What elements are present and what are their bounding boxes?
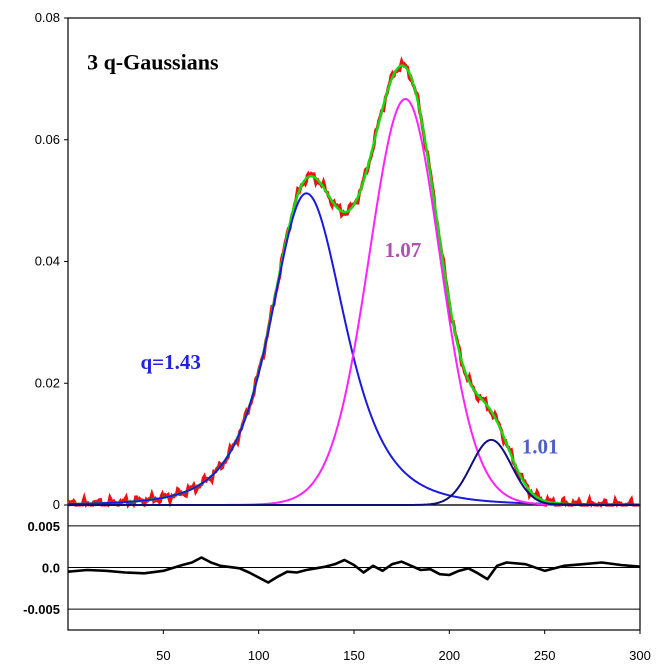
x-tick-label: 250	[534, 648, 556, 663]
x-axis: 50 100 150 200 250 300	[156, 630, 651, 663]
x-tick-label: 200	[438, 648, 460, 663]
residual-curve	[67, 556, 641, 584]
main-plot-area	[67, 17, 641, 506]
y-tick-label: 0.06	[35, 132, 60, 147]
residual-tick-label: 0.005	[27, 519, 60, 534]
annotations: 3 q-Gaussians q=1.43 1.07 1.01	[87, 50, 558, 459]
residual-tick-label: 0.0	[42, 561, 60, 576]
residual-tick-label: -0.005	[23, 602, 60, 617]
component-curve-3	[68, 438, 640, 506]
y-tick-label: 0.04	[35, 254, 60, 269]
x-tick-label: 100	[248, 648, 270, 663]
x-tick-label: 300	[629, 648, 651, 663]
main-plot-frame	[67, 17, 641, 506]
annotation-label: 1.07	[385, 238, 422, 262]
residual-y-axis: 0.005 0.0 -0.005	[23, 519, 640, 617]
residual-curve-group	[67, 556, 641, 584]
y-tick-label: 0.08	[35, 10, 60, 25]
x-tick-label: 50	[156, 648, 170, 663]
y-tick-label: 0	[53, 497, 60, 512]
annotation-label: 3 q-Gaussians	[87, 50, 219, 75]
x-tick-label: 150	[343, 648, 365, 663]
curves	[66, 56, 640, 509]
annotation-label: 1.01	[522, 434, 559, 458]
y-axis: 0 0.02 0.04 0.06 0.08	[35, 10, 68, 512]
annotation-label: q=1.43	[140, 350, 200, 374]
y-tick-label: 0.02	[35, 375, 60, 390]
